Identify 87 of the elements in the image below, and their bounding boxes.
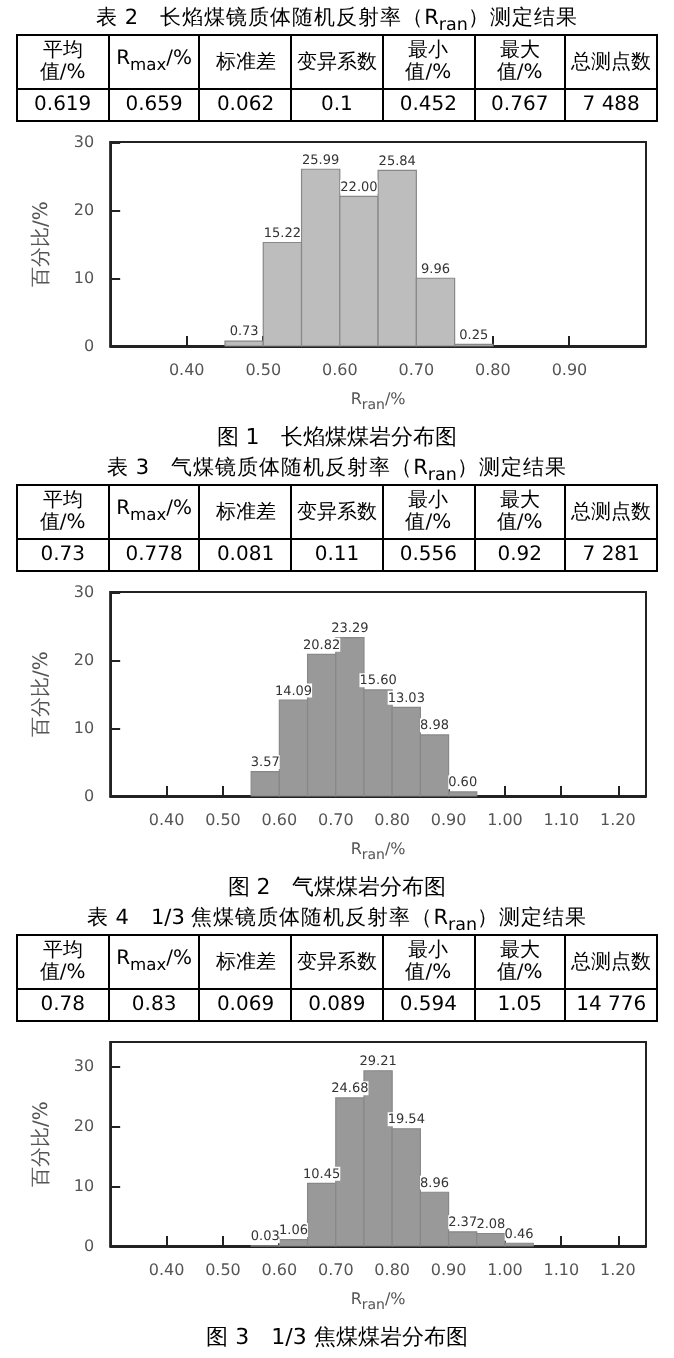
y-tick-label: 10 (73, 719, 95, 737)
x-tick-label: 1.00 (487, 1261, 523, 1279)
category-label: 最大值/% (474, 35, 566, 89)
x-tick-label: 0.50 (205, 1261, 241, 1279)
text: 0.11 (314, 544, 360, 566)
text: 0.92 (497, 544, 542, 566)
x-tick-label: 1.20 (599, 1261, 636, 1279)
category-label: 平均值/% (17, 485, 109, 539)
x-tick-label: 0.80 (374, 811, 410, 829)
category-label: R$_{max}$/% (108, 935, 200, 989)
text: 0.089 (308, 994, 366, 1016)
text: 7 488 (582, 94, 640, 116)
x-tick-label: 0.70 (317, 1261, 354, 1279)
category-label: 平均值/% (17, 935, 109, 989)
category-label: 标准差 (199, 935, 292, 989)
x-tick-label: 1.10 (543, 811, 580, 829)
text: 0.1 (321, 94, 353, 116)
category-label: 最小值/% (382, 485, 475, 539)
x-tick-label: 0.90 (430, 811, 467, 829)
caption: 图 3 1/3 焦煤煤岩分布图 (204, 1322, 470, 1354)
text: 0.594 (399, 994, 457, 1016)
x-tick-label: 0.60 (321, 361, 358, 379)
text: 0.83 (131, 994, 177, 1016)
caption: 图 2 气煤煤岩分布图 (225, 872, 449, 904)
text: 0.619 (34, 94, 92, 116)
category-label: 总测点数 (565, 35, 657, 89)
category-label: 最小值/% (382, 935, 475, 989)
text: 0.069 (216, 994, 275, 1016)
x-tick-label: 0.50 (245, 361, 282, 379)
x-tick-label: 0.40 (168, 361, 205, 379)
text: 0.062 (216, 94, 275, 116)
text: 表 3 气煤镜质体随机反射率（R$_{ran}$）测定结果 (105, 454, 569, 487)
category-label: 最大值/% (474, 935, 566, 989)
text: 0.081 (216, 544, 275, 566)
category-label: R$_{max}$/% (108, 485, 200, 539)
x-tick-label: 0.80 (475, 361, 511, 379)
x-tick-label: 0.90 (430, 1261, 467, 1279)
category-label: 总测点数 (565, 935, 657, 989)
y-tick-label: 0 (83, 337, 95, 355)
category-label: 最大值/% (474, 485, 566, 539)
x-tick-label: 0.60 (261, 1261, 298, 1279)
category-label: 平均值/% (17, 35, 109, 89)
text: 0.767 (491, 94, 549, 116)
y-axis-title: 百分比/% (29, 1101, 53, 1187)
y-tick-label: 20 (73, 201, 95, 219)
category-label: 标准差 (199, 485, 292, 539)
x-tick-label: 0.50 (205, 811, 241, 829)
text: 0.659 (125, 94, 183, 116)
y-tick-label: 30 (73, 1057, 95, 1075)
text: 1.05 (497, 994, 542, 1016)
category-label: 变异系数 (291, 485, 383, 539)
category-label: 变异系数 (291, 935, 383, 989)
x-tick-label: 0.80 (374, 1261, 410, 1279)
text: 表 2 长焰煤镜质体随机反射率（R$_{ran}$）测定结果 (94, 4, 580, 37)
text: 7 281 (582, 544, 640, 566)
y-axis-title: 百分比/% (29, 201, 53, 287)
category-label: 变异系数 (291, 35, 383, 89)
x-tick-label: 0.40 (148, 1261, 185, 1279)
category-label: 总测点数 (565, 485, 657, 539)
y-tick-label: 30 (73, 583, 95, 601)
y-tick-label: 0 (83, 1237, 95, 1255)
x-tick-label: 1.10 (543, 1261, 580, 1279)
y-tick-label: 30 (73, 133, 95, 151)
y-tick-label: 10 (73, 269, 95, 287)
caption: 图 1 长焰煤煤岩分布图 (214, 422, 460, 454)
x-tick-label: 1.20 (599, 811, 636, 829)
y-axis-title: 百分比/% (29, 651, 53, 737)
x-tick-label: 0.90 (551, 361, 588, 379)
y-tick-label: 0 (83, 787, 95, 805)
text: 0.452 (399, 94, 457, 116)
y-tick-label: 20 (73, 1117, 95, 1135)
x-tick-label: 0.60 (261, 811, 298, 829)
y-tick-label: 20 (73, 651, 95, 669)
x-tick-label: 0.70 (317, 811, 354, 829)
category-label: 标准差 (199, 35, 292, 89)
text: 14 776 (576, 994, 647, 1016)
text: 0.73 (40, 544, 85, 566)
category-label: 最小值/% (382, 35, 475, 89)
text: 0.556 (399, 544, 457, 566)
x-tick-label: 0.40 (148, 811, 185, 829)
text: 0.78 (40, 994, 85, 1016)
text: 0.778 (125, 544, 183, 566)
x-tick-label: 0.70 (398, 361, 435, 379)
category-label: R$_{max}$/% (108, 35, 200, 89)
text: 表 4 1/3 焦煤镜质体随机反射率（R$_{ran}$）测定结果 (84, 904, 590, 937)
y-tick-label: 10 (73, 1177, 95, 1195)
x-tick-label: 1.00 (487, 811, 523, 829)
